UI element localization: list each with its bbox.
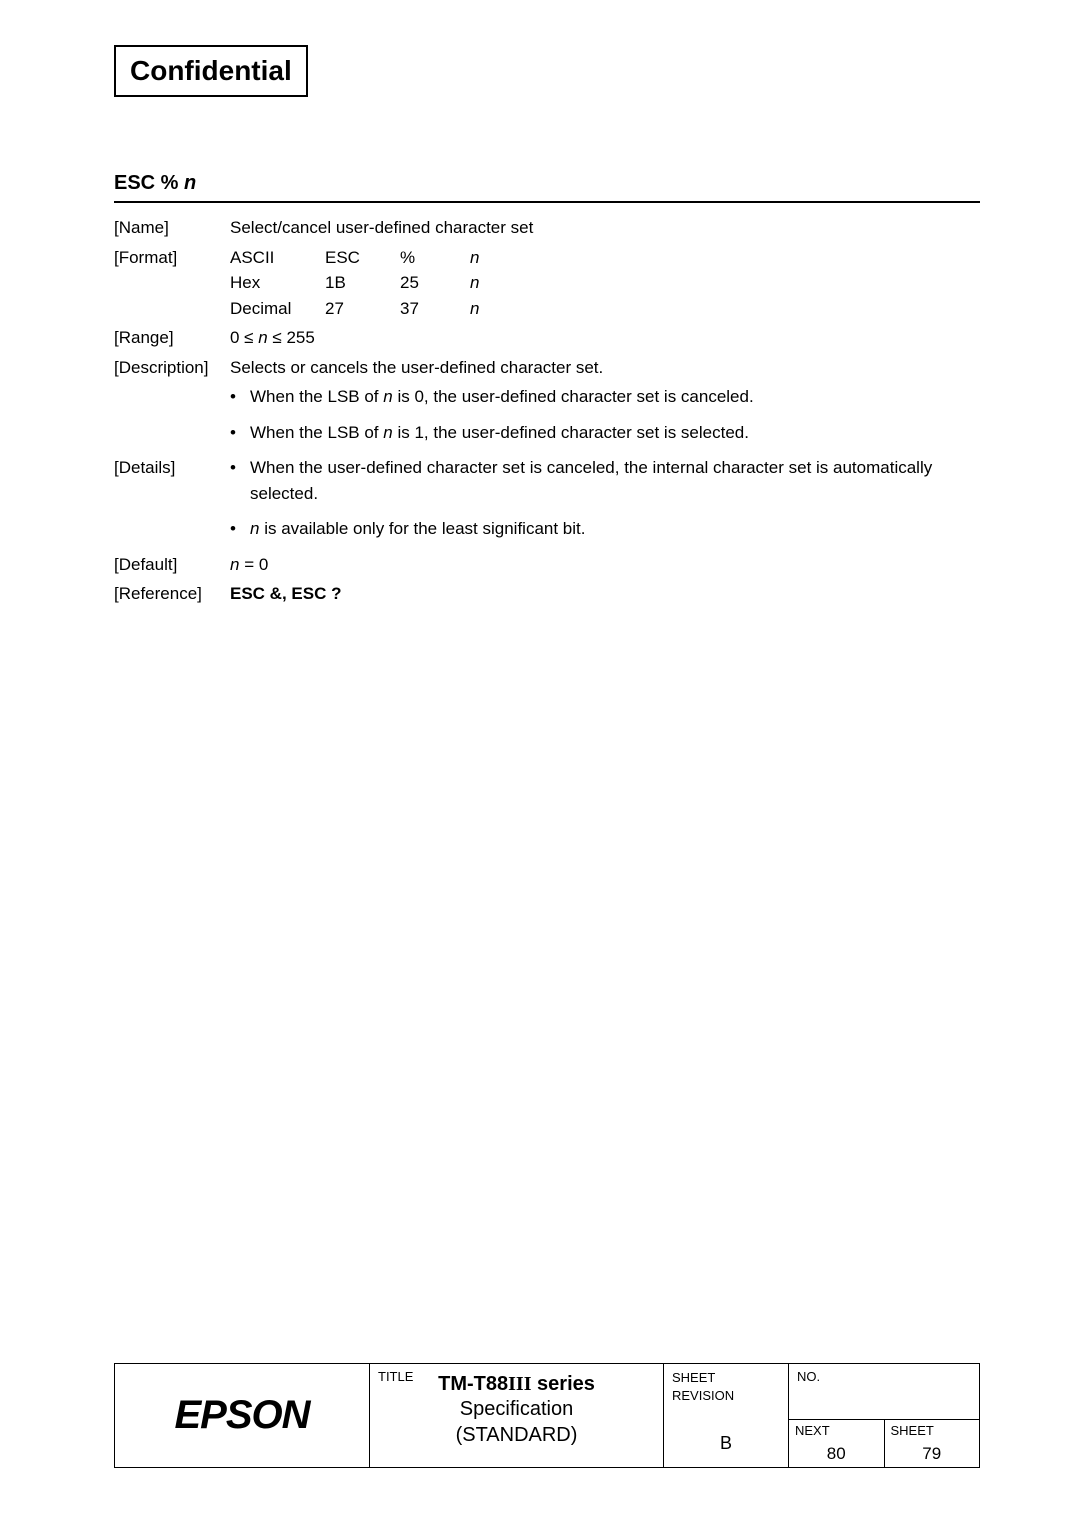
- footer-title-sub2: (STANDARD): [380, 1422, 653, 1448]
- bullet-icon: •: [230, 455, 250, 506]
- bullet-post: is 0, the user-defined character set is …: [393, 387, 754, 406]
- description-row: [Description] Selects or cancels the use…: [114, 355, 980, 381]
- format-cell: 37: [400, 296, 470, 322]
- footer-revision-value: B: [664, 1421, 788, 1468]
- format-cell: n: [470, 270, 479, 296]
- description-bullet-1: • When the LSB of n is 0, the user-defin…: [114, 384, 980, 416]
- footer-right-cell: NO. NEXT 80 SHEET 79: [789, 1364, 979, 1467]
- format-cell: %: [400, 245, 470, 271]
- details-row-1: [Details] • When the user-defined charac…: [114, 455, 980, 512]
- sheet-label2: SHEET: [891, 1423, 974, 1438]
- sheet-value: 79: [891, 1444, 974, 1464]
- command-title-param: n: [184, 172, 196, 194]
- bullet-text: When the LSB of n is 1, the user-defined…: [250, 420, 980, 446]
- description-label: [Description]: [114, 355, 230, 381]
- bullet-post: is available only for the least signific…: [259, 519, 585, 538]
- format-hex-row: Hex 1B 25 n: [230, 270, 479, 296]
- title-main-roman: III: [508, 1373, 531, 1395]
- range-label: [Range]: [114, 325, 230, 351]
- range-var: n: [258, 328, 267, 347]
- format-cell: Hex: [230, 270, 325, 296]
- footer-table: EPSON TITLE TM-T88III series Specificati…: [114, 1363, 980, 1468]
- default-label: [Default]: [114, 552, 230, 578]
- format-label: [Format]: [114, 245, 230, 322]
- reference-label: [Reference]: [114, 581, 230, 607]
- format-cell: n: [470, 296, 479, 322]
- format-cell: n: [470, 245, 479, 271]
- footer-sheet-cell: SHEET REVISION B: [664, 1364, 789, 1467]
- bullet-icon: •: [230, 516, 250, 542]
- name-text: Select/cancel user-defined character set: [230, 215, 980, 241]
- format-cell: 25: [400, 270, 470, 296]
- footer-no-row: NO.: [789, 1364, 979, 1420]
- title-main-post: series: [531, 1373, 594, 1395]
- bullet-icon: •: [230, 420, 250, 446]
- bullet-pre: When the LSB of: [250, 423, 383, 442]
- format-row: [Format] ASCII ESC % n Hex 1B 25 n Decim…: [114, 245, 980, 322]
- format-ascii-row: ASCII ESC % n: [230, 245, 479, 271]
- revision-label: REVISION: [672, 1387, 780, 1405]
- format-cell: Decimal: [230, 296, 325, 322]
- details-row-2: • n is available only for the least sign…: [114, 516, 980, 548]
- command-title: ESC % n: [114, 172, 980, 203]
- footer-title-cell: TITLE TM-T88III series Specification (ST…: [370, 1364, 664, 1467]
- sheet-label: SHEET: [672, 1369, 780, 1387]
- default-value: n = 0: [230, 552, 980, 578]
- range-suffix: ≤ 255: [268, 328, 315, 347]
- format-cell: 1B: [325, 270, 400, 296]
- default-row: [Default] n = 0: [114, 552, 980, 578]
- bullet-pre: When the LSB of: [250, 387, 383, 406]
- default-text: = 0: [239, 555, 268, 574]
- confidential-text: Confidential: [130, 55, 292, 86]
- confidential-box: Confidential: [114, 45, 308, 97]
- name-label: [Name]: [114, 215, 230, 241]
- footer-title-main: TM-T88III series: [380, 1373, 653, 1396]
- bullet-var: n: [383, 423, 392, 442]
- format-table: ASCII ESC % n Hex 1B 25 n Decimal 27 37 …: [230, 245, 479, 322]
- reference-row: [Reference] ESC &, ESC ?: [114, 581, 980, 607]
- bullet-text: When the user-defined character set is c…: [250, 455, 980, 506]
- description-bullet-2: • When the LSB of n is 1, the user-defin…: [114, 420, 980, 452]
- command-title-prefix: ESC %: [114, 172, 184, 194]
- next-label: NEXT: [795, 1423, 878, 1438]
- footer-next-sheet-row: NEXT 80 SHEET 79: [789, 1420, 979, 1467]
- no-label: NO.: [797, 1369, 820, 1384]
- bullet-pre: When the user-defined character set is c…: [250, 458, 932, 503]
- details-label: [Details]: [114, 455, 230, 512]
- range-expr: 0 ≤ n ≤ 255: [230, 325, 980, 351]
- content-body: ESC % n [Name] Select/cancel user-define…: [114, 172, 980, 611]
- footer-sheet-cell2: SHEET 79: [885, 1420, 980, 1467]
- bullet-icon: •: [230, 384, 250, 410]
- format-cell: ASCII: [230, 245, 325, 271]
- bullet-text: n is available only for the least signif…: [250, 516, 980, 542]
- format-cell: ESC: [325, 245, 400, 271]
- footer-next-cell: NEXT 80: [789, 1420, 885, 1467]
- format-cell: 27: [325, 296, 400, 322]
- format-decimal-row: Decimal 27 37 n: [230, 296, 479, 322]
- bullet-post: is 1, the user-defined character set is …: [393, 423, 749, 442]
- bullet-var: n: [383, 387, 392, 406]
- name-row: [Name] Select/cancel user-defined charac…: [114, 215, 980, 241]
- description-text: Selects or cancels the user-defined char…: [230, 355, 980, 381]
- range-prefix: 0 ≤: [230, 328, 258, 347]
- footer-title-sub1: Specification: [380, 1396, 653, 1422]
- range-row: [Range] 0 ≤ n ≤ 255: [114, 325, 980, 351]
- title-main-pre: TM-T88: [438, 1373, 508, 1395]
- epson-logo: EPSON: [174, 1393, 309, 1438]
- footer-title-label: TITLE: [378, 1369, 413, 1384]
- reference-text: ESC &, ESC ?: [230, 581, 980, 607]
- next-value: 80: [795, 1444, 878, 1464]
- footer-sheet-top: SHEET REVISION: [664, 1364, 788, 1421]
- bullet-text: When the LSB of n is 0, the user-defined…: [250, 384, 980, 410]
- footer-logo-cell: EPSON: [115, 1364, 370, 1467]
